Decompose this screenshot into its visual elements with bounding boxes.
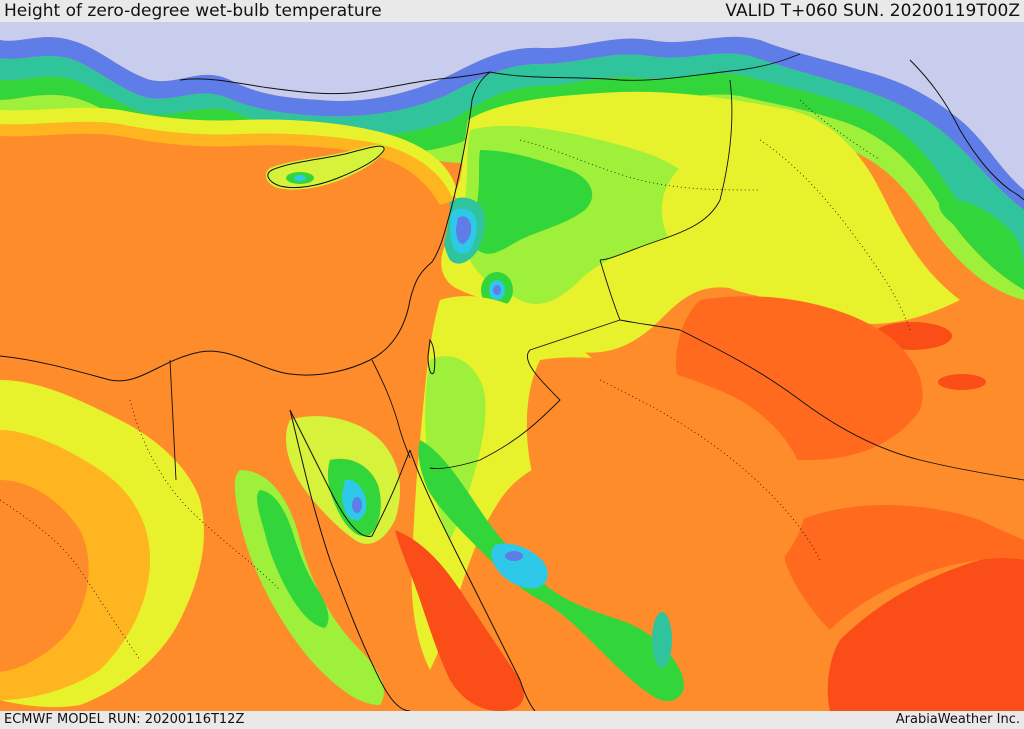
forecast-map (0, 22, 1024, 711)
eastern-desert-dark-green (257, 490, 329, 628)
admin-boundary-3 (129, 399, 281, 591)
iraq-yellow-zone (661, 157, 871, 297)
hejaz-south-cell (652, 612, 672, 668)
syria-turkey-border (489, 53, 801, 81)
red-sea-west-coast (289, 409, 411, 711)
hermon-center (493, 285, 501, 295)
valid-time-label: VALID T+060 SUN. 20200119T00Z (725, 1, 1020, 21)
levant-dark-green-zone (473, 150, 593, 254)
gulf-of-suez-coast (289, 409, 411, 537)
saudi-iraq-border (679, 329, 1024, 481)
jordan-saudi-border (429, 319, 621, 469)
map-header: Height of zero-degree wet-bulb temperatu… (0, 0, 1024, 22)
coastlines (0, 59, 1024, 711)
western-egypt-core (0, 480, 89, 672)
cyprus-outline (267, 145, 385, 189)
cold-sea-zone (0, 22, 1024, 190)
admin-boundary-4 (0, 499, 141, 661)
red-sea-hot-zone (395, 530, 524, 711)
hejaz-green-strip (418, 440, 684, 701)
sinai-core (352, 497, 362, 513)
arabia-orange-core (526, 357, 807, 602)
admin-boundaries (0, 99, 911, 661)
gulf-coast-outline (909, 59, 1024, 201)
southeast-dark-orange (784, 505, 1024, 630)
syria-iraq-border (599, 79, 733, 261)
southeast-hot-zone (827, 550, 1024, 711)
turkey-south-coast (179, 71, 491, 95)
gulf-coast-green (938, 199, 1024, 270)
lebanon-core-cell (456, 216, 472, 244)
teal-band (0, 53, 1024, 271)
egypt-israel-border (371, 359, 411, 459)
map-title: Height of zero-degree wet-bulb temperatu… (4, 1, 382, 21)
egypt-north-coast (0, 219, 449, 382)
mediterranean-orange-zone (0, 114, 450, 387)
gulf-hot-cell (938, 374, 986, 390)
egypt-libya-border (169, 359, 177, 481)
mediterranean-yellow-rim (0, 107, 458, 197)
map-footer: ECMWF MODEL RUN: 20200116T12Z ArabiaWeat… (0, 711, 1024, 729)
forecast-map-svg (0, 22, 1024, 711)
hejaz-blue-core (505, 551, 523, 561)
admin-boundary-6 (799, 99, 881, 161)
political-borders (169, 53, 1024, 481)
cyprus-cyan (294, 175, 306, 181)
brand-label: ArabiaWeather Inc. (895, 712, 1020, 727)
model-run-label: ECMWF MODEL RUN: 20200116T12Z (4, 712, 245, 727)
levant-coast (447, 71, 491, 221)
dead-sea-outline (427, 338, 436, 375)
red-sea-east-coast (409, 449, 536, 711)
